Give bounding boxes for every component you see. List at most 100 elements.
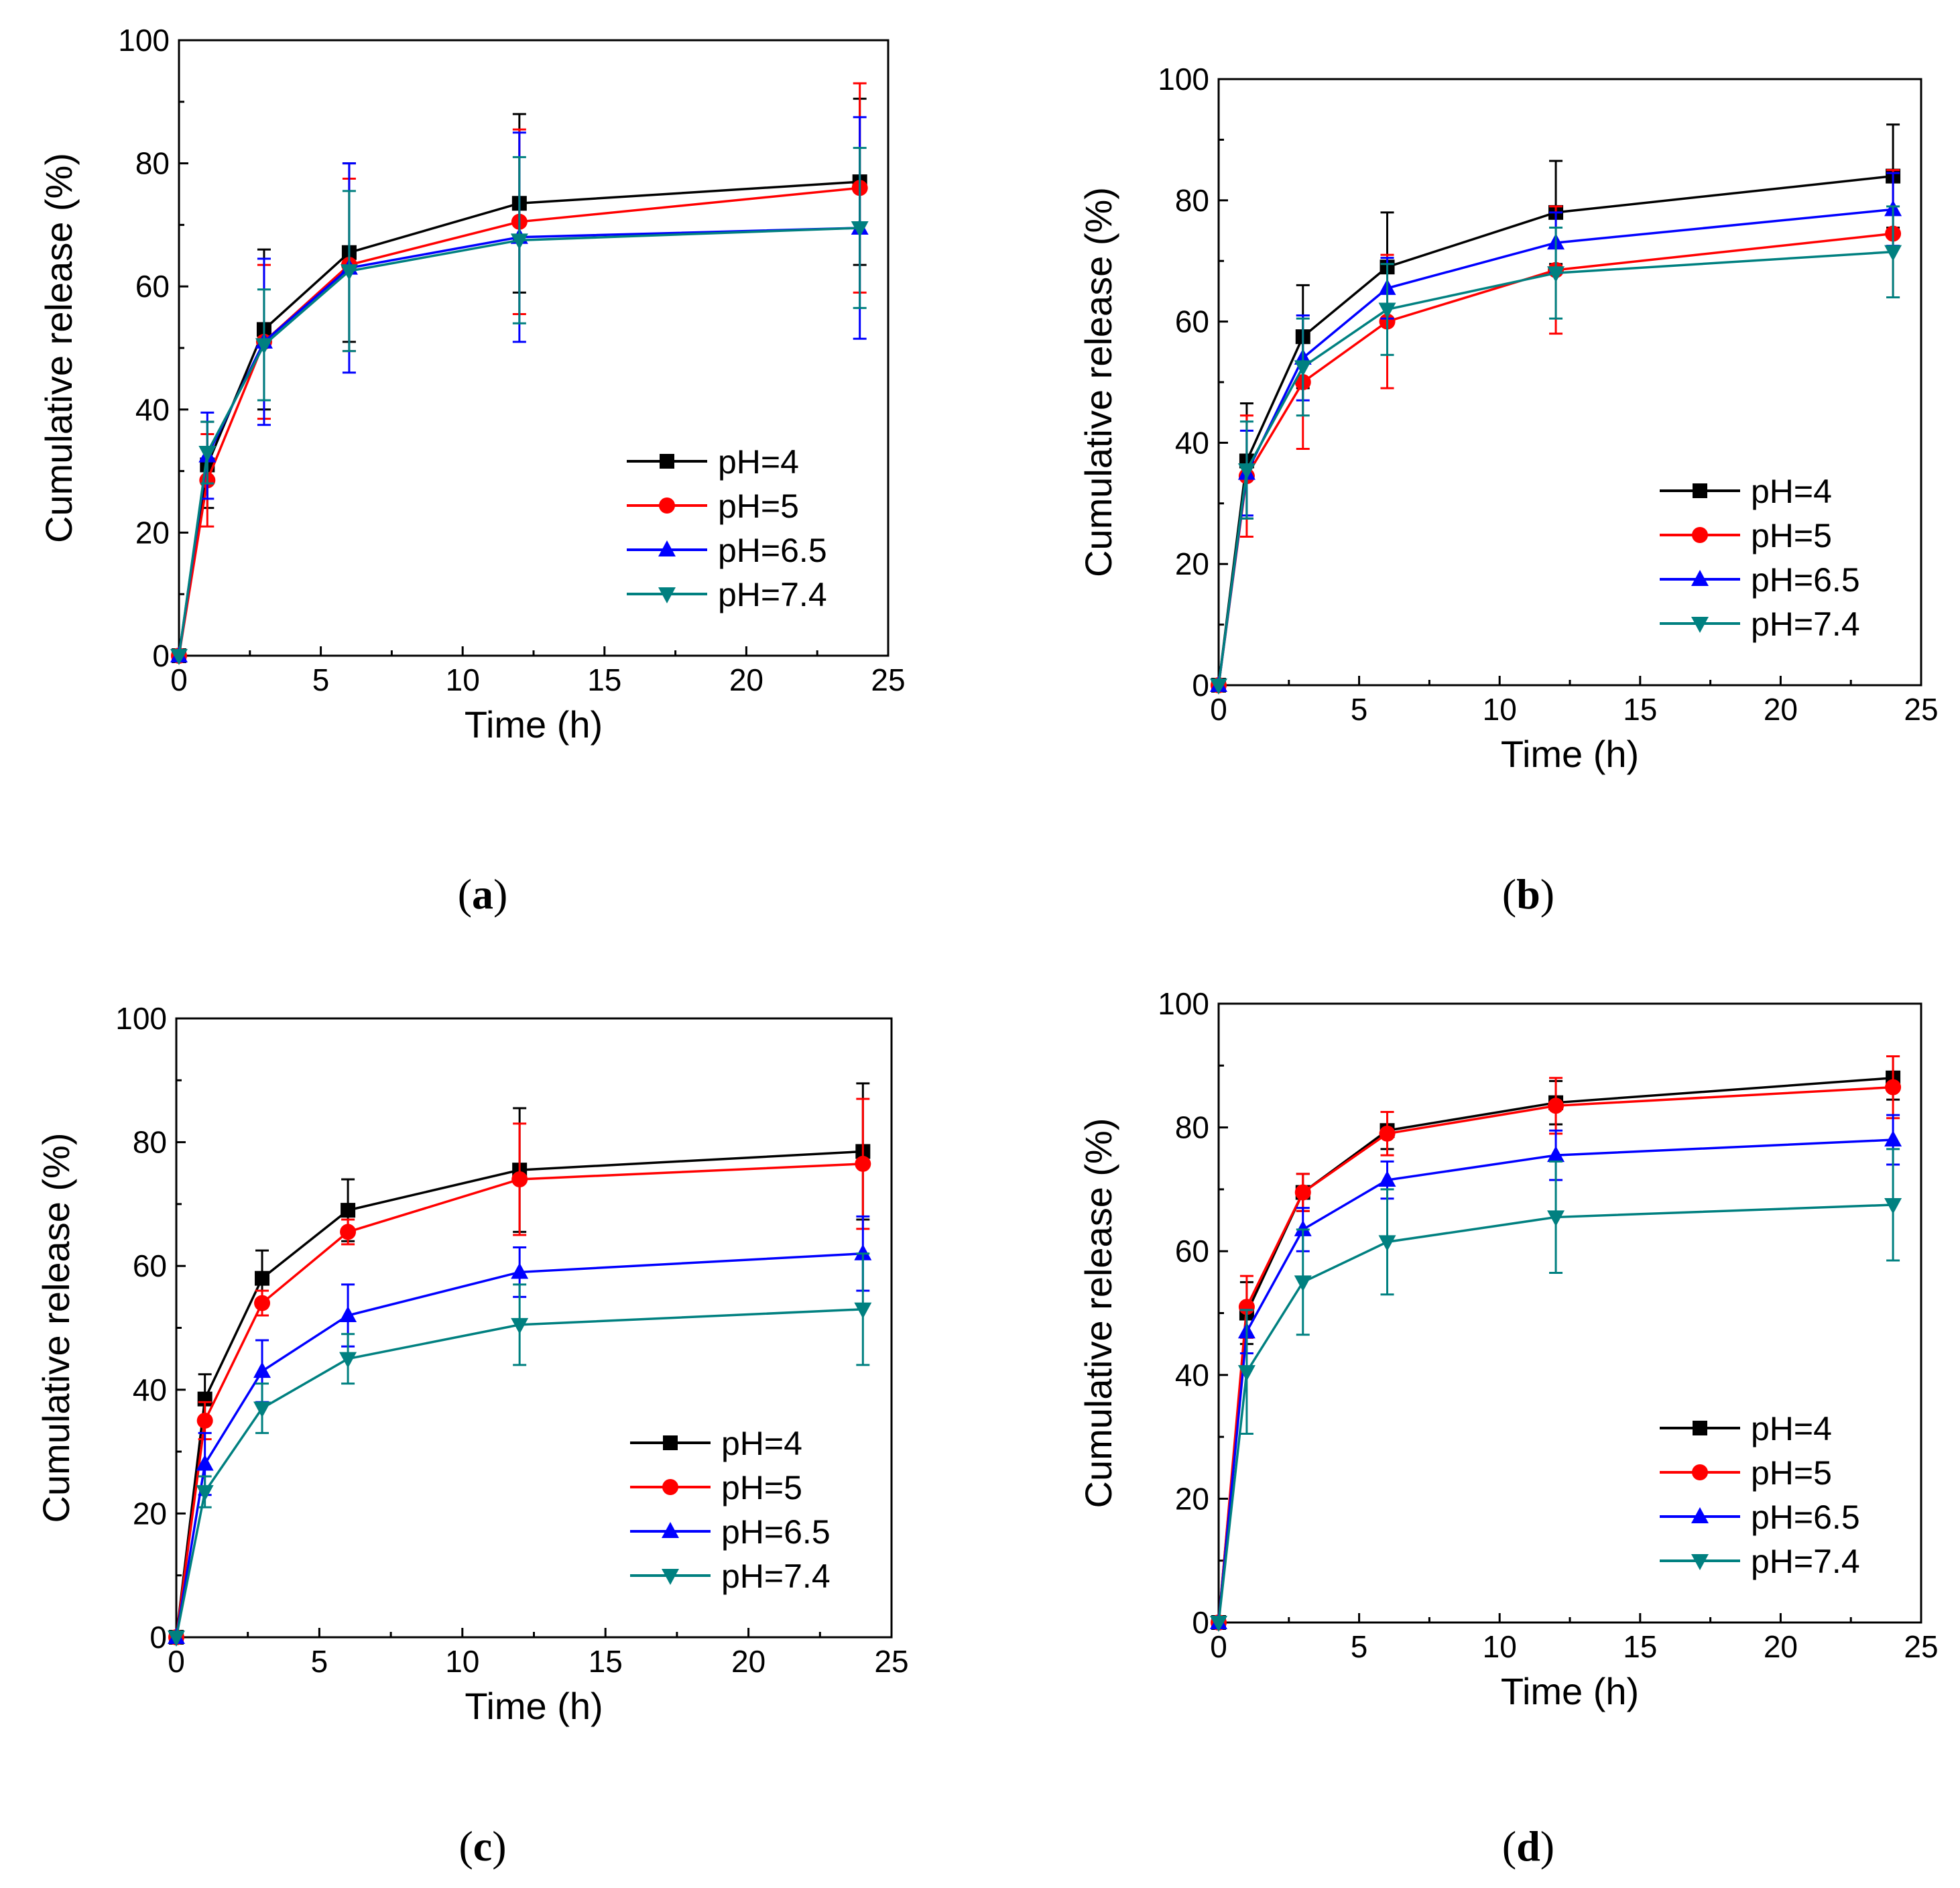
series-line [178,227,860,656]
data-point [1378,302,1396,319]
x-tick-label: 0 [170,662,188,697]
data-point [170,649,188,665]
x-tick-label: 25 [1904,1629,1938,1664]
data-point [168,1631,185,1647]
caption-letter: a [472,870,493,918]
chart-panel-b: 0 5 10 15 20 25 0 20 40 60 80 100 Time (h) Cumulative… [1077,62,1939,918]
x-tick-label: 0 [1210,692,1227,727]
panel-caption: (d) [1502,1822,1554,1870]
series-pH7-4 [168,1252,872,1647]
data-point [851,221,869,237]
legend-label: pH=5 [721,1469,802,1507]
x-tick-label: 20 [731,1644,765,1679]
legend-marker [658,587,676,603]
y-tick-label: 0 [152,638,170,673]
data-point [1210,1616,1227,1632]
x-tick-label: 10 [446,662,480,697]
data-point [1237,1365,1255,1382]
data-point [1884,1130,1902,1147]
legend-marker [662,1522,679,1538]
data-point [1294,1275,1312,1292]
chart-panel-d: 0 5 10 15 20 25 0 20 40 60 80 100 Time (h) Cumulative… [1077,986,1939,1870]
legend-label: pH=7.4 [721,1557,831,1595]
series-pH5 [168,1098,871,1645]
y-axis-title: Cumulative release (%) [35,1133,77,1523]
y-tick-label: 80 [1175,1110,1209,1145]
data-point [1548,1098,1565,1114]
x-tick-label: 25 [874,1644,908,1679]
x-axis-title: Time (h) [465,1685,603,1727]
y-tick-label: 40 [1175,1358,1209,1393]
data-point [196,1412,213,1429]
caption-paren-close: ) [492,1822,506,1870]
legend-marker [660,454,674,469]
y-tick-label: 40 [133,1372,167,1407]
series-pH7-4 [1210,1148,1902,1632]
chart-panel-a: 0 5 10 15 20 25 0 20 40 60 80 100 Time (h) Cumulative… [38,23,906,918]
panel-caption: (a) [458,870,508,918]
legend-label: pH=6.5 [718,532,827,569]
y-tick-label: 0 [1192,1605,1209,1640]
legend-marker [1692,527,1708,543]
y-tick-label: 40 [1175,425,1209,460]
data-point [253,1362,271,1378]
x-tick-label: 20 [729,662,763,697]
caption-paren-open: ( [458,870,472,918]
y-tick-label: 20 [1175,546,1209,581]
x-tick-label: 10 [445,1644,479,1679]
legend-label: pH=5 [1751,517,1832,554]
series-line [175,1308,863,1638]
y-axis-title: Cumulative release (%) [1077,1118,1119,1509]
legend-marker [1693,483,1707,498]
data-point [1379,1125,1396,1142]
caption-paren-open: ( [1502,1822,1516,1870]
legend-marker [1691,617,1709,633]
x-tick-label: 25 [1904,692,1938,727]
series-line [175,1163,863,1638]
data-point [339,1352,357,1368]
x-tick-label: 5 [1351,692,1368,727]
data-point [511,1171,528,1187]
y-tick-label: 80 [135,146,170,181]
x-axis-title: Time (h) [1501,1670,1639,1712]
legend-label: pH=4 [1751,1410,1832,1448]
x-tick-label: 15 [1623,1629,1657,1664]
data-point [253,1401,271,1418]
x-tick-label: 5 [311,1644,328,1679]
y-tick-label: 100 [118,23,170,58]
legend-label: pH=4 [718,443,799,481]
y-tick-label: 60 [1175,1234,1209,1268]
y-tick-label: 100 [115,1001,167,1036]
legend-label: pH=4 [721,1425,802,1462]
y-tick-label: 60 [1175,304,1209,339]
data-point [1378,1235,1396,1252]
x-axis-title: Time (h) [465,703,603,746]
legend-label: pH=6.5 [1751,1498,1860,1536]
caption-letter: c [473,1822,492,1870]
chart-panel-c: 0 5 10 15 20 25 0 20 40 60 80 100 Time (h) Cumulative… [35,1001,909,1870]
legend-label: pH=5 [1751,1454,1832,1492]
legend-label: pH=5 [718,487,799,525]
y-axis-title: Cumulative release (%) [1077,187,1119,577]
legend-label: pH=7.4 [1751,605,1860,643]
legend: pH=4 pH=5 pH=6.5 pH=7.4 [627,443,827,613]
data-point [854,1302,872,1319]
y-tick-label: 0 [1192,668,1209,703]
y-tick-label: 100 [1158,986,1209,1021]
data-point [510,233,528,250]
x-tick-label: 20 [1764,692,1798,727]
series-line [1217,250,1894,686]
x-tick-label: 0 [168,1644,185,1679]
y-axis-title: Cumulative release (%) [38,153,80,543]
data-point [255,338,273,355]
data-point [855,1155,871,1172]
data-point [196,1454,214,1471]
data-point [340,264,358,281]
series-line [175,1252,863,1638]
x-tick-label: 10 [1483,1629,1517,1664]
y-tick-label: 0 [149,1620,167,1655]
x-tick-label: 5 [1351,1629,1368,1664]
legend: pH=4 pH=5 pH=6.5 pH=7.4 [1660,473,1860,643]
legend-marker [1691,570,1709,586]
